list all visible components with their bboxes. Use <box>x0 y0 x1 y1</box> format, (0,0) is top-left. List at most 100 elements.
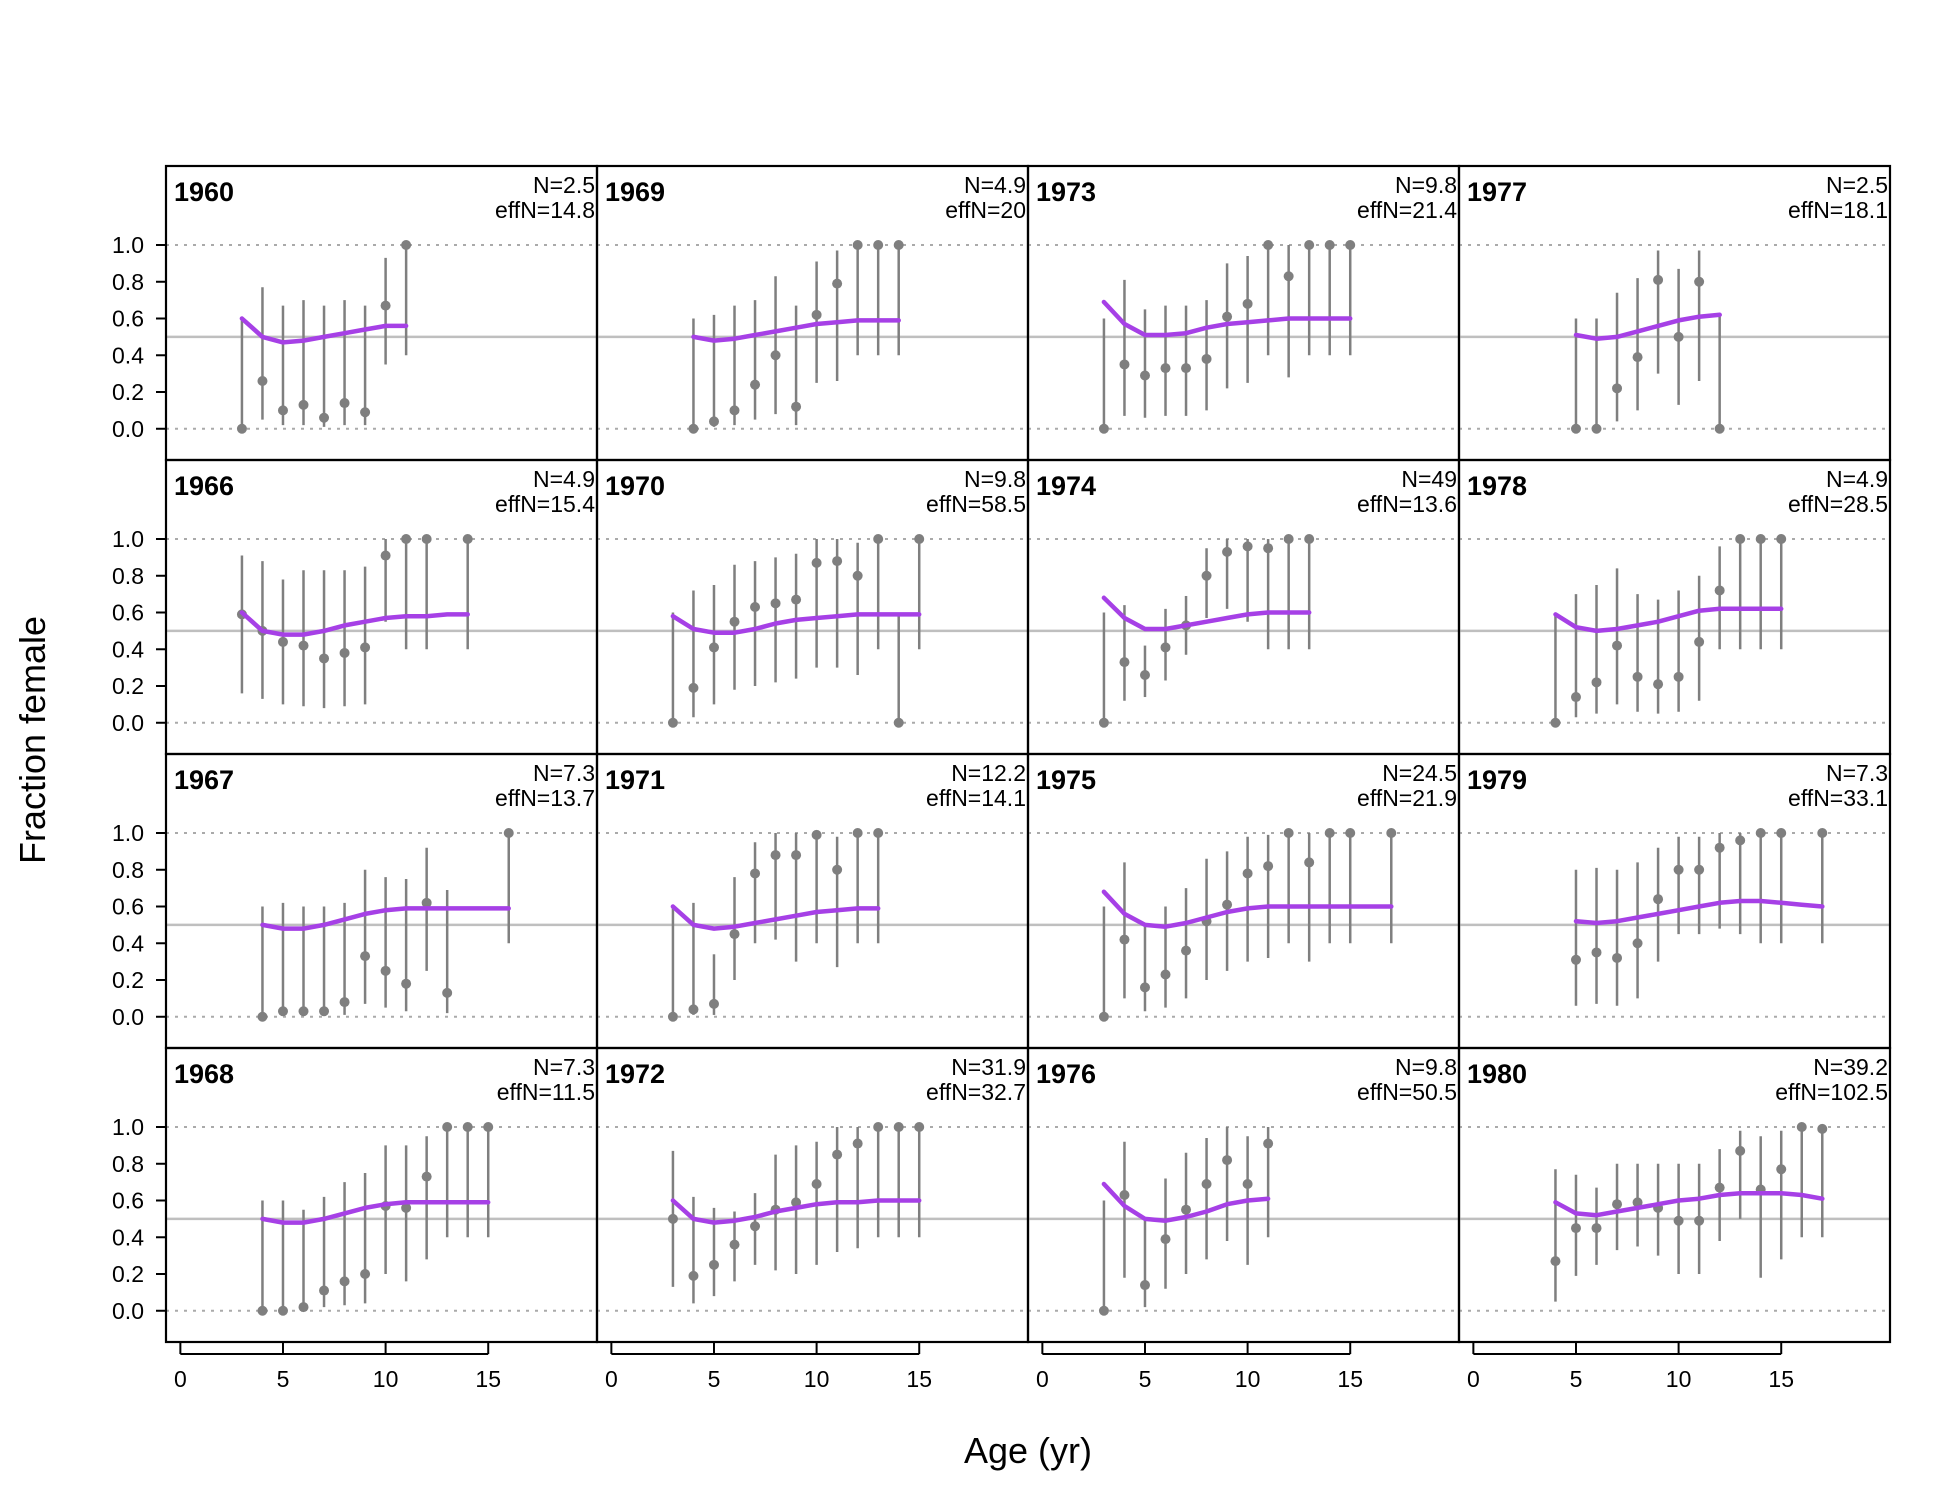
observed-point <box>277 1305 288 1316</box>
observed-point <box>729 1239 740 1250</box>
observed-point <box>401 534 412 545</box>
panel-effn-label: effN=28.5 <box>1788 491 1888 517</box>
observed-point <box>1550 717 1561 728</box>
panel-year-label: 1966 <box>174 471 234 501</box>
x-tick-label: 15 <box>1337 1366 1363 1392</box>
panel-n-label: N=24.5 <box>1382 760 1457 786</box>
y-tick-label: 1.0 <box>112 526 144 552</box>
observed-point <box>1324 240 1335 251</box>
observed-point <box>257 1305 268 1316</box>
observed-point <box>688 682 699 693</box>
observed-point <box>421 534 432 545</box>
observed-point <box>708 642 719 653</box>
observed-point <box>380 550 391 561</box>
observed-point <box>914 534 925 545</box>
panel-year-label: 1968 <box>174 1059 234 1089</box>
observed-point <box>1714 423 1725 434</box>
observed-point <box>1673 864 1684 875</box>
observed-point <box>1673 671 1684 682</box>
observed-point <box>503 828 514 839</box>
observed-point <box>339 997 350 1008</box>
observed-point <box>1222 1155 1233 1166</box>
y-tick-label: 1.0 <box>112 1114 144 1140</box>
observed-point <box>1591 423 1602 434</box>
observed-point <box>811 557 822 568</box>
x-tick-label: 15 <box>906 1366 932 1392</box>
observed-point <box>667 1011 678 1022</box>
panel-year-label: 1977 <box>1467 177 1527 207</box>
observed-point <box>1160 363 1171 374</box>
observed-point <box>1242 1178 1253 1189</box>
observed-point <box>360 407 371 418</box>
expected-line <box>1101 1181 1271 1223</box>
expected-line <box>691 318 901 343</box>
panel-n-label: N=9.8 <box>964 466 1026 492</box>
observed-point <box>298 1302 309 1313</box>
observed-point <box>1570 692 1581 703</box>
expected-line <box>260 1200 491 1225</box>
expected-line <box>670 612 922 635</box>
observed-point <box>1283 271 1294 282</box>
y-tick-label: 0.4 <box>112 1224 144 1250</box>
panel-effn-label: effN=58.5 <box>926 491 1026 517</box>
observed-point <box>873 1122 884 1133</box>
observed-point <box>1242 541 1253 552</box>
y-axis-title: Fraction female <box>12 616 53 864</box>
observed-point <box>1098 1011 1109 1022</box>
observed-point <box>1160 969 1171 980</box>
observed-point <box>1694 864 1705 875</box>
observed-point <box>1242 868 1253 879</box>
panel-year-label: 1975 <box>1036 765 1096 795</box>
observed-point <box>1283 534 1294 545</box>
observed-point <box>339 647 350 658</box>
panel-effn-label: effN=13.6 <box>1357 491 1457 517</box>
observed-point <box>1612 640 1623 651</box>
observed-point <box>1139 669 1150 680</box>
observed-point <box>401 1202 412 1213</box>
observed-point <box>1817 828 1828 839</box>
observed-point <box>1776 828 1787 839</box>
observed-point <box>1694 636 1705 647</box>
observed-point <box>708 416 719 427</box>
observed-point <box>442 987 453 998</box>
observed-point <box>914 1122 925 1133</box>
observed-point <box>298 399 309 410</box>
panel-n-label: N=7.3 <box>533 1054 595 1080</box>
observed-point <box>852 1138 863 1149</box>
panel-year-label: 1973 <box>1036 177 1096 207</box>
panel-n-label: N=9.8 <box>1395 172 1457 198</box>
panel-year-label: 1980 <box>1467 1059 1527 1089</box>
panel-effn-label: effN=21.9 <box>1357 785 1457 811</box>
panel-effn-label: effN=15.4 <box>495 491 595 517</box>
observed-point <box>1263 1138 1274 1149</box>
observed-point <box>729 616 740 627</box>
observed-point <box>1139 1280 1150 1291</box>
observed-point <box>873 828 884 839</box>
panel-n-label: N=4.9 <box>1826 466 1888 492</box>
observed-point <box>277 1006 288 1017</box>
x-tick-label: 15 <box>475 1366 501 1392</box>
x-tick-label: 5 <box>708 1366 721 1392</box>
observed-point <box>750 1221 761 1232</box>
observed-point <box>667 1213 678 1224</box>
expected-line <box>239 316 409 345</box>
observed-point <box>1304 240 1315 251</box>
observed-point <box>1304 534 1315 545</box>
observed-point <box>1324 828 1335 839</box>
observed-point <box>1201 1178 1212 1189</box>
panel-effn-label: effN=102.5 <box>1775 1079 1888 1105</box>
observed-point <box>1755 828 1766 839</box>
observed-point <box>708 998 719 1009</box>
panel-n-label: N=9.8 <box>1395 1054 1457 1080</box>
panel-n-label: N=39.2 <box>1813 1054 1888 1080</box>
observed-point <box>1263 861 1274 872</box>
y-tick-label: 0.6 <box>112 894 144 920</box>
panel-n-label: N=7.3 <box>1826 760 1888 786</box>
